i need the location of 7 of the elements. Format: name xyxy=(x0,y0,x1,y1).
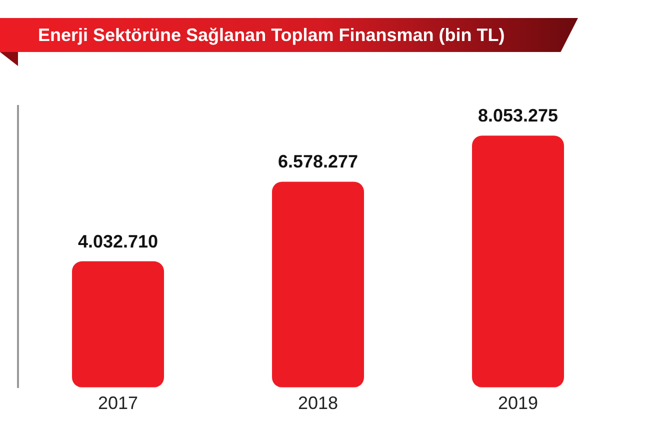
x-tick-label: 2019 xyxy=(498,393,538,414)
x-tick-label: 2017 xyxy=(98,393,138,414)
data-label: 4.032.710 xyxy=(78,231,158,252)
data-label: 6.578.277 xyxy=(278,152,358,172)
x-tick-label: 2018 xyxy=(298,393,338,414)
data-label: 8.053.275 xyxy=(478,106,558,126)
chart-title: Enerji Sektörüne Sağlanan Toplam Finansman (bin TL) xyxy=(38,24,505,47)
